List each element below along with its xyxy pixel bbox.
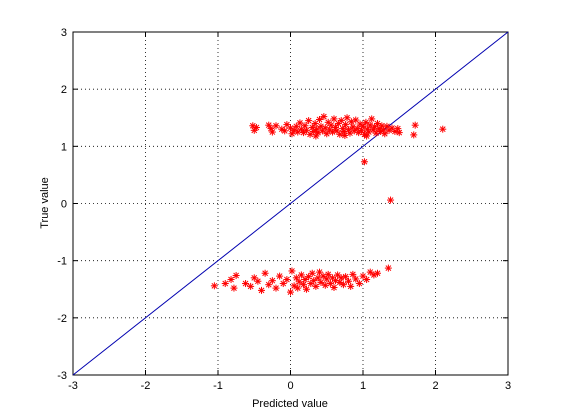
data-point xyxy=(287,288,294,296)
data-point xyxy=(342,121,350,129)
data-point xyxy=(268,277,276,285)
data-point xyxy=(316,115,323,123)
data-point xyxy=(227,276,235,284)
data-point xyxy=(249,122,257,130)
data-point xyxy=(360,158,368,166)
data-point xyxy=(278,125,286,133)
y-tick-label: -2 xyxy=(57,313,67,325)
data-point xyxy=(324,270,332,278)
data-point xyxy=(306,130,314,138)
data-point xyxy=(296,119,304,127)
data-point xyxy=(336,130,344,138)
data-point xyxy=(268,128,276,136)
data-point xyxy=(349,270,357,278)
data-point xyxy=(305,117,313,125)
data-point xyxy=(310,277,318,285)
y-tick-label: 1 xyxy=(61,141,67,153)
data-point xyxy=(287,124,294,132)
data-point xyxy=(258,286,265,294)
data-point xyxy=(321,281,329,289)
data-point xyxy=(341,131,349,139)
data-point xyxy=(312,282,320,290)
data-point xyxy=(297,271,305,279)
data-point xyxy=(410,131,418,139)
data-point xyxy=(395,129,403,137)
y-tick-label: -3 xyxy=(57,370,67,382)
data-point xyxy=(242,280,250,288)
y-tick-label: 0 xyxy=(61,199,67,211)
data-point xyxy=(292,274,300,282)
data-point xyxy=(355,280,363,288)
data-point xyxy=(368,115,376,123)
data-point xyxy=(359,122,367,130)
data-point xyxy=(366,268,374,276)
data-point xyxy=(312,132,320,140)
identity-reference-line xyxy=(72,31,509,376)
x-tick-label: -1 xyxy=(213,380,223,392)
data-point xyxy=(230,284,238,292)
data-point xyxy=(342,273,350,281)
x-axis-label: Predicted value xyxy=(252,398,328,410)
data-point xyxy=(411,121,419,129)
y-tick-label: 2 xyxy=(61,84,67,96)
y-tick-label: 3 xyxy=(61,27,67,39)
x-tick-label: 2 xyxy=(432,380,438,392)
data-point xyxy=(295,278,303,286)
data-point xyxy=(339,281,347,289)
y-axis-label: True value xyxy=(39,177,51,229)
data-point xyxy=(272,284,280,292)
data-point xyxy=(252,123,260,131)
data-point xyxy=(276,272,284,280)
data-point xyxy=(320,113,328,121)
data-point xyxy=(337,117,345,125)
data-point xyxy=(329,128,337,136)
data-point xyxy=(302,285,310,293)
data-point xyxy=(272,122,280,130)
data-point xyxy=(261,269,269,277)
data-point xyxy=(232,272,240,280)
x-axis-ticks: -3 -2 -1 0 1 2 3 xyxy=(68,32,511,392)
data-point xyxy=(334,271,342,279)
data-point xyxy=(363,132,371,140)
data-point xyxy=(363,276,371,284)
data-point xyxy=(308,269,316,277)
x-tick-label: 1 xyxy=(360,380,366,392)
data-point xyxy=(362,118,370,126)
data-point xyxy=(384,264,392,272)
y-tick-label: -1 xyxy=(57,256,67,268)
y-axis-ticks: -3 -2 -1 0 1 2 3 xyxy=(57,27,508,382)
x-tick-label: 3 xyxy=(505,380,511,392)
data-point xyxy=(290,282,298,290)
data-point xyxy=(381,130,389,138)
x-tick-label: 0 xyxy=(287,380,293,392)
data-point xyxy=(439,125,447,133)
data-point xyxy=(330,115,338,123)
data-point xyxy=(247,282,255,290)
data-point xyxy=(330,284,338,292)
data-point xyxy=(221,280,229,288)
data-point xyxy=(317,278,325,286)
data-point xyxy=(254,277,262,285)
data-point xyxy=(294,284,302,292)
x-tick-label: -3 xyxy=(68,380,78,392)
data-point xyxy=(352,275,360,283)
data-point xyxy=(294,128,302,136)
data-point xyxy=(347,282,355,290)
data-point xyxy=(281,127,289,135)
data-point xyxy=(300,281,308,289)
x-tick-label: -2 xyxy=(141,380,151,392)
data-points xyxy=(210,113,447,296)
data-point xyxy=(337,274,345,282)
data-point xyxy=(387,196,395,204)
data-point xyxy=(301,276,309,284)
data-point xyxy=(288,267,296,275)
data-point xyxy=(323,130,331,138)
data-point xyxy=(283,276,291,284)
data-point xyxy=(374,269,381,277)
data-point xyxy=(210,282,218,290)
